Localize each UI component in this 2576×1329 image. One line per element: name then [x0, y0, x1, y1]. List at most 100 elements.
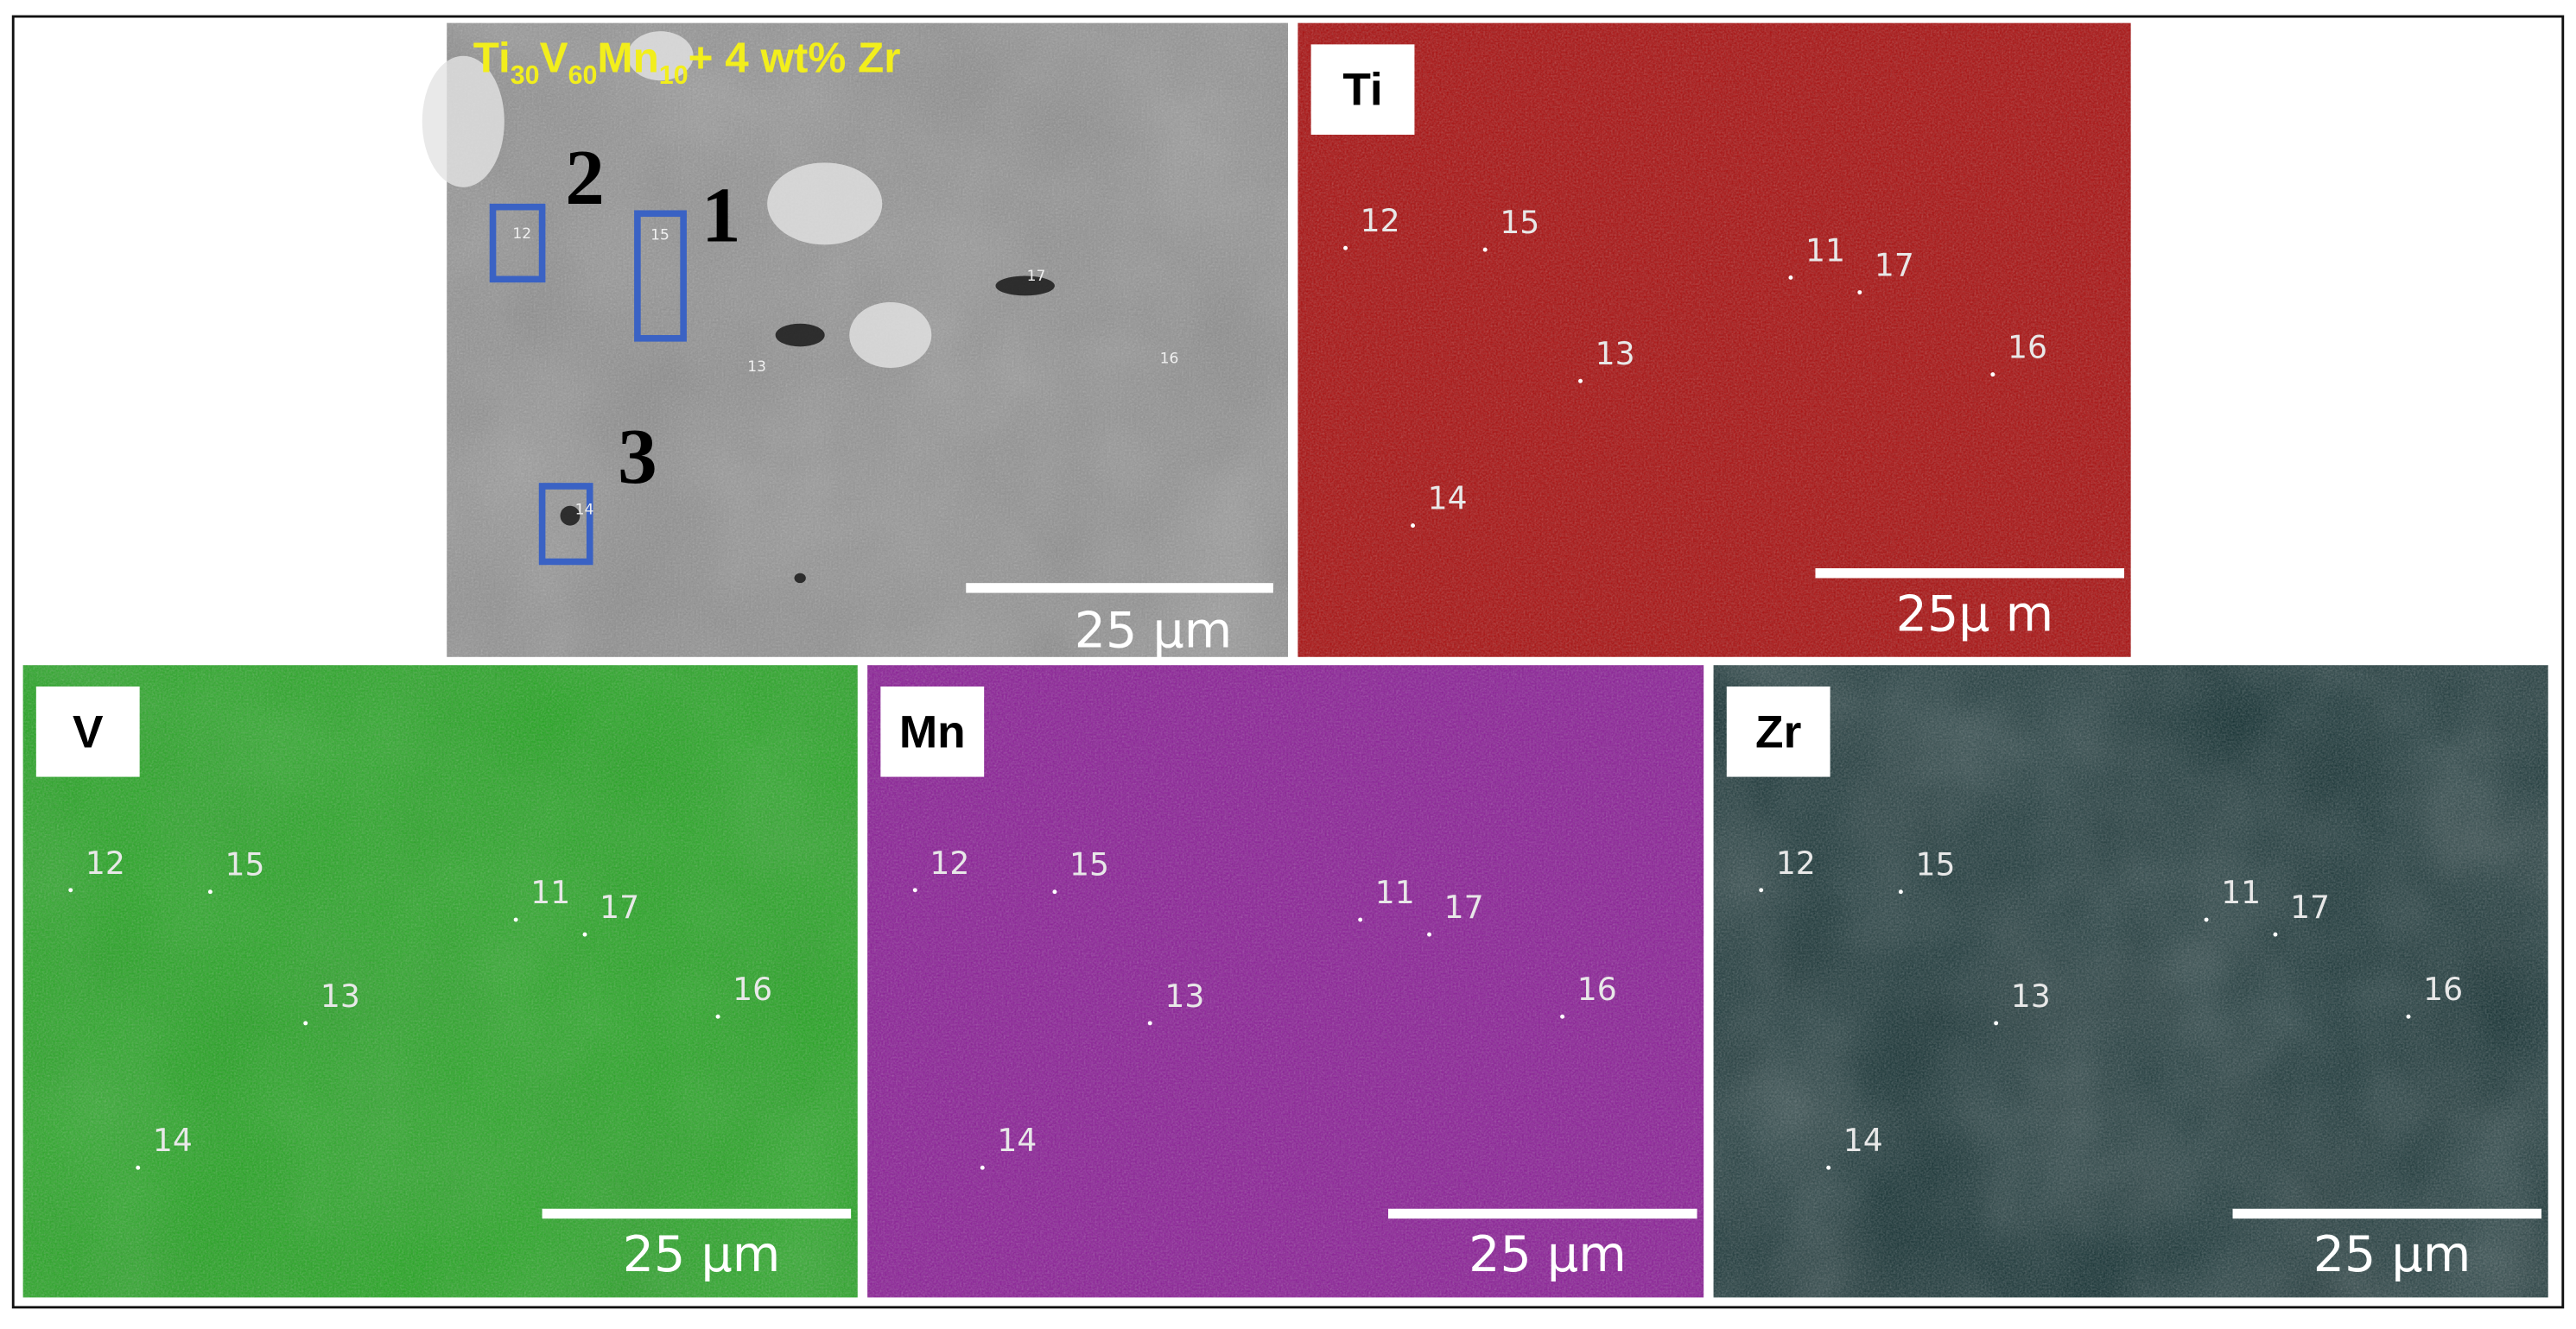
point-label: 16	[1577, 971, 1617, 1008]
dark-pit	[775, 323, 825, 347]
bright-phase	[767, 162, 883, 245]
title-text: V	[540, 35, 568, 82]
outer-border	[11, 15, 2565, 1309]
title-text: Mn	[597, 35, 658, 82]
point-label: 13	[1164, 978, 1204, 1015]
title-text: Ti	[473, 35, 511, 82]
point-label: 12	[1776, 845, 1816, 882]
map-noise	[867, 665, 1704, 1298]
point-label: 14	[575, 501, 594, 518]
label-box	[1310, 44, 1415, 135]
scale-bar-label: 25µ m	[1896, 585, 2054, 642]
point-label: 11	[2221, 874, 2261, 911]
point-label: 14	[1843, 1122, 1883, 1159]
point-dot	[1482, 247, 1488, 252]
element-map: Zr 12 15 11 17 13 16 14 25 µm	[1713, 665, 2548, 1298]
point-dot	[2204, 917, 2209, 922]
element-label: Ti	[1342, 65, 1382, 116]
point-label: 13	[1596, 335, 1635, 372]
region-box	[538, 483, 593, 566]
point-label: 16	[2423, 971, 2463, 1008]
scale-bar	[966, 583, 1273, 593]
dark-pit	[560, 505, 581, 526]
map-noise	[1298, 22, 2131, 657]
point-dot	[1427, 932, 1432, 937]
point-label: 16	[1160, 350, 1179, 367]
element-map: V 12 15 11 17 13 16 14 25 µm	[22, 665, 858, 1298]
element-map: Ti 12 15 11 17 13 16 14 25µ m	[1298, 22, 2131, 657]
point-label: 12	[930, 845, 969, 882]
region-label: 2	[565, 134, 605, 221]
point-label: 15	[225, 846, 265, 883]
point-dot	[1788, 275, 1793, 280]
point-label: 17	[1875, 247, 1914, 284]
scale-bar	[1388, 1208, 1697, 1219]
point-label: 15	[1500, 204, 1539, 241]
scale-bar-label: 25 µm	[623, 1226, 781, 1283]
element-label: Zr	[1755, 706, 1801, 757]
point-dot	[2406, 1014, 2411, 1019]
point-label: 14	[997, 1122, 1037, 1159]
region-box	[634, 210, 687, 342]
title-subscript: 10	[659, 60, 688, 90]
point-dot	[207, 889, 213, 895]
point-dot	[1578, 378, 1583, 383]
point-label: 11	[1805, 231, 1845, 269]
scale-bar-label: 25 µm	[1075, 602, 1233, 659]
element-label: V	[73, 706, 104, 757]
point-label: 15	[1915, 846, 1955, 883]
bright-phase	[849, 301, 932, 369]
scale-bar-label: 25 µm	[2313, 1226, 2471, 1283]
bright-phase	[422, 55, 504, 187]
point-label: 13	[2011, 978, 2051, 1015]
point-dot	[1147, 1021, 1152, 1026]
region-label: 3	[618, 413, 657, 500]
point-label: 14	[153, 1122, 193, 1159]
point-label: 14	[1428, 480, 1468, 517]
sem-title: Ti30V60Mn10+ 4 wt% Zr	[473, 35, 901, 90]
title-text: + 4 wt% Zr	[688, 35, 901, 82]
point-dot	[2273, 932, 2278, 937]
scale-bar-label: 25 µm	[1469, 1226, 1627, 1283]
point-label: 11	[530, 874, 570, 911]
point-dot	[912, 888, 917, 893]
element-map: Mn 12 15 11 17 13 16 14 25 µm	[867, 665, 1704, 1298]
point-dot	[1560, 1014, 1565, 1019]
point-dot	[1990, 372, 1995, 377]
bright-phase	[627, 31, 694, 81]
point-dot	[1358, 917, 1363, 922]
map-variation	[22, 665, 858, 1298]
point-label: 12	[86, 845, 125, 882]
point-label: 13	[747, 358, 766, 376]
point-dot	[1343, 245, 1348, 250]
point-dot	[1826, 1165, 1831, 1170]
point-dot	[136, 1165, 141, 1170]
dark-pit	[794, 573, 806, 584]
label-box	[1726, 686, 1830, 777]
point-label: 17	[600, 889, 639, 926]
element-label: Mn	[899, 706, 966, 757]
title-subscript: 60	[568, 60, 598, 90]
point-label: 17	[1027, 268, 1046, 285]
title-subscript: 30	[511, 60, 540, 90]
point-dot	[68, 888, 73, 893]
point-label: 17	[1444, 889, 1484, 926]
scale-bar	[2232, 1208, 2542, 1219]
region-label: 1	[701, 172, 741, 259]
point-dot	[513, 917, 518, 922]
scale-bar	[542, 1208, 852, 1219]
point-label: 15	[1069, 846, 1109, 883]
label-box	[35, 686, 140, 777]
point-dot	[1857, 290, 1862, 295]
point-dot	[303, 1021, 308, 1026]
region-box	[489, 203, 546, 283]
point-dot	[1898, 889, 1903, 895]
point-dot	[1759, 888, 1764, 893]
point-dot	[1411, 523, 1416, 528]
scale-bar	[1815, 568, 2125, 579]
point-label: 17	[2290, 889, 2330, 926]
point-label: 15	[650, 227, 669, 244]
map-variation	[1713, 665, 2548, 1298]
